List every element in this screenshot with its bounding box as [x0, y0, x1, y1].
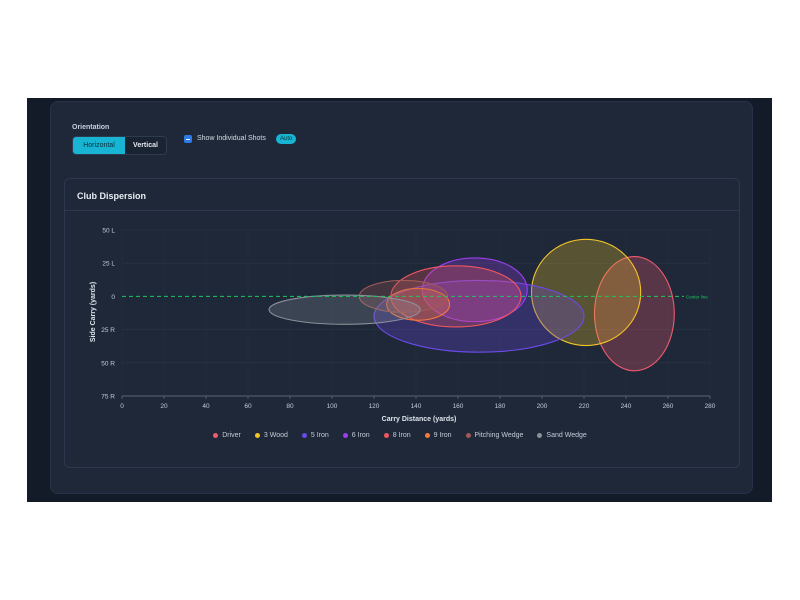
legend-label: 8 Iron	[392, 432, 411, 439]
x-tick-label-7: 140	[411, 403, 422, 410]
legend-label: Driver	[222, 432, 241, 439]
chart-card	[64, 178, 740, 468]
legend-label: 9 Iron	[433, 432, 452, 439]
axes: 0 20 40 60 80 100 120 140 160 180 200 220 240 260 280 5…	[101, 228, 716, 411]
legend-label: 3 Wood	[263, 432, 288, 439]
show-shots-checkbox[interactable]	[184, 135, 192, 143]
x-tick-label-4: 80	[286, 403, 294, 410]
legend-label: Sand Wedge	[546, 432, 587, 439]
legend-item-pitching-wedge[interactable]: Pitching Wedge	[465, 432, 524, 439]
x-axis-title: Carry Distance (yards)	[382, 416, 457, 423]
center-line-group: Center line	[122, 294, 708, 299]
chart-legend: Driver 3 Wood 5 Iron 6 Iron 8 Iron 9 Iron Pitc…	[0, 432, 800, 439]
x-tick-label-6: 120	[369, 403, 380, 410]
legend-item-6-iron[interactable]: 6 Iron	[342, 432, 370, 439]
legend-item-driver[interactable]: Driver	[213, 432, 241, 439]
orientation-label: Orientation	[72, 124, 110, 131]
dispersion-ellipses	[268, 238, 675, 372]
x-tick-label-11: 220	[579, 403, 590, 410]
legend-label: Pitching Wedge	[474, 432, 524, 439]
auto-badge: Auto	[276, 134, 297, 144]
legend-item-9-iron[interactable]: 9 Iron	[424, 432, 452, 439]
legend-label: 6 Iron	[351, 432, 370, 439]
legend-dot	[537, 433, 543, 438]
legend-dot	[383, 433, 389, 438]
y-tick-label-4: 50 R	[101, 360, 115, 367]
y-tick-label-3: 25 R	[101, 327, 115, 334]
x-tick-label-8: 160	[453, 403, 464, 410]
x-tick-label-13: 260	[663, 403, 674, 410]
x-tick-label-2: 40	[202, 403, 210, 410]
card-divider	[64, 210, 740, 211]
x-tick-label-14: 280	[705, 403, 716, 410]
chart-title: Club Dispersion	[77, 191, 147, 201]
show-shots-label: Show Individual Shots	[197, 135, 266, 142]
orientation-vertical-button[interactable]: Vertical	[133, 142, 158, 149]
legend-dot	[301, 433, 307, 438]
legend-dot	[465, 433, 471, 438]
ellipse-driver	[593, 256, 675, 372]
center-line-label: Center line	[686, 294, 708, 299]
x-tick-label-1: 20	[160, 403, 168, 410]
legend-dot	[254, 433, 260, 438]
legend-item-3-wood[interactable]: 3 Wood	[254, 432, 288, 439]
x-tick-label-12: 240	[621, 403, 632, 410]
orientation-toggle: Horizontal Vertical	[72, 136, 167, 155]
y-tick-label-5: 75 R	[101, 394, 115, 401]
y-tick-label-1: 25 L	[102, 261, 115, 268]
ellipse-3-wood	[530, 238, 642, 347]
x-tick-label-5: 100	[327, 403, 338, 410]
legend-dot	[424, 433, 430, 438]
legend-label: 5 Iron	[310, 432, 329, 439]
y-axis-title: Side Carry (yards)	[90, 282, 97, 342]
y-tick-label-0: 50 L	[102, 228, 115, 235]
x-tick-label-10: 200	[537, 403, 548, 410]
x-tick-label-9: 180	[495, 403, 506, 410]
legend-dot	[342, 433, 348, 438]
y-tick-label-2: 0	[111, 294, 115, 301]
x-tick-label-0: 0	[120, 403, 124, 410]
ellipse-5-iron	[373, 279, 585, 353]
legend-dot	[213, 433, 219, 438]
orientation-horizontal-button[interactable]: Horizontal	[73, 137, 125, 154]
legend-item-sand-wedge[interactable]: Sand Wedge	[537, 432, 587, 439]
ellipse-sand-wedge	[268, 294, 421, 325]
legend-item-5-iron[interactable]: 5 Iron	[301, 432, 329, 439]
x-tick-label-3: 60	[244, 403, 252, 410]
legend-item-8-iron[interactable]: 8 Iron	[383, 432, 411, 439]
